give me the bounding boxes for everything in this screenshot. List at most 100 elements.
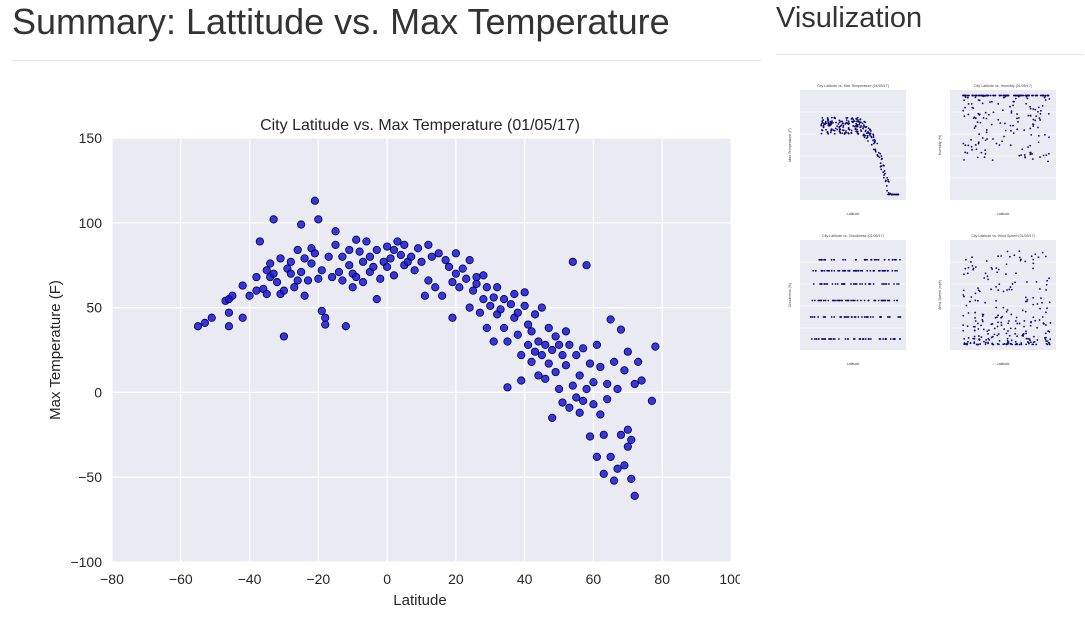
thumbnail-point xyxy=(1042,154,1045,157)
thumbnail-point xyxy=(987,332,989,335)
thumbnail-point xyxy=(872,139,874,142)
data-point xyxy=(272,278,282,287)
thumbnail-point xyxy=(866,258,868,261)
thumbnail-point xyxy=(869,134,872,137)
thumbnail-point xyxy=(884,338,887,340)
thumbnail-point xyxy=(997,289,1000,292)
data-point xyxy=(293,245,302,255)
thumbnail-point xyxy=(1032,296,1035,299)
data-point xyxy=(303,276,313,285)
thumbnail-point xyxy=(877,299,880,302)
thumbnail-point xyxy=(814,269,817,272)
thumbnail-point xyxy=(964,144,967,147)
thumbnail-point xyxy=(984,343,987,346)
thumbnail-point xyxy=(870,143,873,146)
thumbnail-point xyxy=(864,130,867,133)
data-point xyxy=(269,269,278,278)
thumbnail-point xyxy=(1016,128,1019,131)
thumbnail-point xyxy=(970,261,972,263)
data-point xyxy=(327,272,337,282)
thumbnail-point xyxy=(850,131,853,134)
data-point xyxy=(527,327,536,336)
thumbnail-point xyxy=(880,168,883,171)
thumbnail-point xyxy=(886,316,889,318)
data-point xyxy=(441,256,450,265)
thumbnail-humidity[interactable]: City Latitude vs. Humidity (01/05/17) Lat… xyxy=(936,80,1060,220)
thumbnail-point xyxy=(981,320,984,323)
thumbnail-point xyxy=(893,338,896,340)
thumbnail-point xyxy=(971,94,974,97)
data-point xyxy=(589,400,598,409)
thumbnail-point xyxy=(873,269,876,272)
thumbnail-point xyxy=(1023,325,1025,328)
thumbnail-point xyxy=(864,338,867,340)
thumbnail-point xyxy=(820,269,823,272)
thumbnail-point xyxy=(1026,97,1029,100)
thumbnail-point xyxy=(844,269,847,272)
thumbnail-point xyxy=(1012,94,1015,97)
thumbnail-point xyxy=(1012,132,1015,135)
thumbnail-point xyxy=(825,128,827,131)
data-point xyxy=(238,313,247,322)
thumbnail-point xyxy=(1010,339,1013,342)
data-point xyxy=(534,337,543,346)
thumbnail-point xyxy=(859,118,862,121)
thumbnail-point xyxy=(842,126,845,129)
data-point xyxy=(524,320,533,329)
data-point xyxy=(489,293,498,302)
thumbnail-point xyxy=(985,131,988,134)
thumbnail-point xyxy=(1022,94,1025,97)
thumbnail-point xyxy=(1008,334,1011,337)
thumbnail-point xyxy=(1047,152,1050,155)
thumbnail-point xyxy=(857,316,860,318)
thumbnail-point xyxy=(981,137,984,139)
thumbnail-point xyxy=(857,133,860,135)
data-point xyxy=(431,283,440,292)
x-tick-label: 80 xyxy=(654,571,670,587)
thumbnail-point xyxy=(852,269,855,272)
thumbnail-point xyxy=(881,283,883,285)
thumbnail-point xyxy=(863,299,866,302)
thumbnail-point xyxy=(997,321,999,324)
thumbnail-point xyxy=(1032,125,1035,128)
thumbnail-wind-speed[interactable]: City Latitude vs. Wind Speed (01/05/17) L… xyxy=(936,230,1060,370)
data-point xyxy=(548,345,557,355)
data-point xyxy=(427,252,436,261)
thumbnail-point xyxy=(962,109,965,112)
thumbnail-point xyxy=(885,283,888,285)
data-point xyxy=(266,259,275,268)
thumbnail-point xyxy=(995,142,998,145)
thumbnail-point xyxy=(1031,153,1033,155)
thumbnail-point xyxy=(1049,322,1052,324)
thumbnail-point xyxy=(966,325,969,328)
data-point xyxy=(479,295,488,304)
x-tick-label: −80 xyxy=(100,571,124,587)
thumbnail-cloudiness[interactable]: City Latitude vs. Cloudiness (01/05/17) L… xyxy=(786,230,910,370)
plot-area xyxy=(112,138,731,562)
thumbnail-point xyxy=(1023,320,1026,322)
thumbnail-point xyxy=(1044,99,1047,101)
thumbnail-point xyxy=(1030,320,1032,323)
data-point xyxy=(482,323,491,333)
thumbnail-point xyxy=(987,278,990,281)
thumbnail-point xyxy=(856,116,859,119)
thumbnail-point xyxy=(996,343,999,345)
data-point xyxy=(345,261,354,270)
thumbnail-max-temperature[interactable]: City Latitude vs. Max Temperature (01/05… xyxy=(786,80,910,220)
data-point xyxy=(376,274,385,283)
thumbnail-point xyxy=(856,128,858,131)
thumbnail-point xyxy=(821,116,824,119)
thumbnail-point xyxy=(1026,281,1028,283)
thumbnail-point xyxy=(1000,94,1003,97)
data-point xyxy=(561,361,571,370)
thumbnail-point xyxy=(975,148,978,151)
thumbnail-point xyxy=(1001,140,1004,143)
thumbnail-point xyxy=(992,138,994,140)
thumbnail-point xyxy=(855,269,858,272)
data-point xyxy=(565,340,574,350)
data-point xyxy=(637,376,646,385)
thumbnail-point xyxy=(991,268,994,270)
thumbnail-point xyxy=(984,139,987,142)
x-tick-label: 60 xyxy=(586,571,602,587)
data-point xyxy=(575,408,584,417)
